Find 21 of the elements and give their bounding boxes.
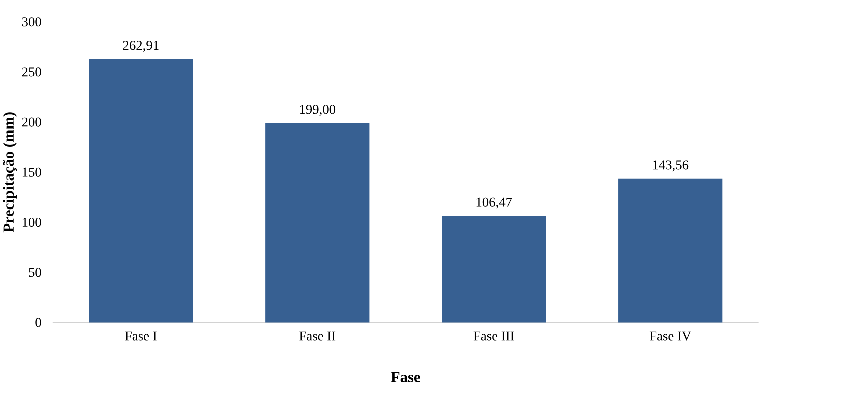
x-tick-label: Fase II: [300, 332, 336, 341]
bar: [89, 59, 194, 323]
y-tick-label: 100: [22, 218, 42, 227]
x-tick-label: Fase I: [125, 332, 157, 341]
x-tick-label: Fase IV: [650, 332, 692, 341]
y-tick-label: 300: [22, 18, 42, 27]
data-label: 143,56: [653, 160, 689, 172]
y-tick-label: 250: [22, 68, 42, 77]
y-axis-title: Precipitação (mm): [3, 112, 18, 233]
x-tick-label: Fase III: [474, 332, 514, 341]
data-label: 199,00: [300, 105, 336, 116]
bar: [266, 123, 370, 323]
y-tick-label: 0: [36, 318, 42, 328]
bar: [442, 216, 546, 323]
y-tick-label: 150: [22, 168, 42, 177]
x-axis-title: Fase: [391, 372, 420, 382]
data-label: 262,91: [123, 41, 159, 52]
y-tick-label: 200: [22, 118, 42, 127]
data-label: 106,47: [476, 198, 512, 209]
bar: [618, 178, 723, 323]
y-tick-label: 50: [29, 268, 42, 278]
